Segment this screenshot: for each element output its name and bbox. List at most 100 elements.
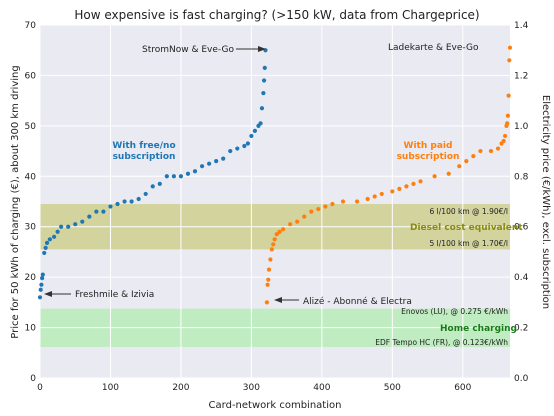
point-s0-17 bbox=[101, 209, 106, 214]
point-s0-26 bbox=[164, 174, 169, 179]
point-s0-14 bbox=[80, 219, 85, 224]
annotation-stromnow: StromNow & Eve-Go bbox=[142, 45, 234, 55]
point-s1-13 bbox=[302, 214, 307, 219]
point-s0-16 bbox=[94, 209, 99, 214]
x-tick-label-0: 0 bbox=[37, 383, 43, 393]
point-s1-31 bbox=[464, 159, 469, 164]
y2-tick-label-7: 1.4 bbox=[514, 21, 529, 31]
y2-tick-label-2: 0.4 bbox=[514, 273, 529, 283]
point-s1-38 bbox=[502, 133, 508, 139]
point-s0-4 bbox=[40, 272, 45, 277]
point-s0-37 bbox=[242, 143, 247, 149]
point-s1-18 bbox=[340, 199, 346, 204]
point-s1-43 bbox=[507, 58, 512, 63]
x-tick-label-4: 400 bbox=[313, 383, 330, 393]
point-s1-0 bbox=[264, 300, 269, 305]
point-s1-17 bbox=[330, 201, 335, 207]
point-s0-30 bbox=[192, 169, 198, 174]
point-s0-15 bbox=[87, 214, 92, 219]
point-s1-5 bbox=[269, 247, 274, 252]
y2-tick-label-1: 0.2 bbox=[514, 324, 528, 334]
diesel-upper-note: 6 l/100 km @ 1.90€/l bbox=[430, 207, 508, 216]
point-s0-13 bbox=[73, 222, 78, 227]
x-axis-label: Card-network combination bbox=[209, 400, 342, 411]
home-band-label: Home charging bbox=[440, 324, 517, 334]
point-s1-33 bbox=[478, 148, 483, 154]
y2-axis-label: Electricity price (€/kWh), excl. subscri… bbox=[540, 95, 551, 309]
home-lower-note: EDF Tempo HC (FR), @ 0.123€/kWh bbox=[375, 338, 508, 347]
point-s0-35 bbox=[228, 148, 233, 154]
point-s1-22 bbox=[379, 191, 384, 197]
point-s0-6 bbox=[43, 245, 48, 250]
point-s1-15 bbox=[316, 206, 321, 212]
point-s0-25 bbox=[157, 181, 162, 186]
point-s1-6 bbox=[271, 242, 276, 247]
point-s1-23 bbox=[390, 189, 395, 194]
y-axis-label: Price for 50 kWh of charging (€), about … bbox=[10, 65, 21, 338]
point-s1-26 bbox=[411, 181, 416, 186]
point-s1-21 bbox=[372, 194, 377, 199]
point-s1-7 bbox=[272, 237, 277, 242]
point-s0-34 bbox=[221, 156, 226, 161]
point-s0-3 bbox=[40, 276, 45, 281]
point-s0-21 bbox=[129, 199, 134, 204]
free-series-label-line1: With free/no bbox=[112, 141, 175, 151]
point-s1-35 bbox=[495, 146, 501, 151]
point-s1-29 bbox=[446, 171, 451, 176]
point-s0-31 bbox=[199, 164, 205, 169]
point-s1-24 bbox=[397, 186, 402, 191]
free-series-label-line2: subscription bbox=[113, 152, 176, 162]
point-s0-0 bbox=[37, 295, 43, 300]
point-s0-12 bbox=[66, 224, 71, 229]
paid-series-label-line1: With paid bbox=[404, 141, 453, 151]
annotation-freshmile: Freshmile & Izivia bbox=[75, 290, 154, 300]
y2-tick-label-4: 0.8 bbox=[514, 172, 529, 182]
grid-layer bbox=[39, 24, 510, 379]
x-tick-label-3: 300 bbox=[243, 383, 260, 393]
y2-tick-label-0: 0.0 bbox=[514, 374, 529, 384]
point-s1-27 bbox=[418, 179, 423, 184]
point-s0-10 bbox=[55, 229, 60, 234]
diesel-lower-note: 5 l/100 km @ 1.70€/l bbox=[430, 239, 508, 248]
point-s0-44 bbox=[261, 90, 266, 96]
point-s0-43 bbox=[259, 106, 265, 111]
point-s1-16 bbox=[323, 204, 328, 209]
point-s0-7 bbox=[44, 240, 50, 245]
point-s1-20 bbox=[365, 196, 370, 202]
point-s0-27 bbox=[171, 174, 176, 179]
point-s0-45 bbox=[261, 78, 267, 83]
point-s1-10 bbox=[281, 227, 286, 232]
point-s0-8 bbox=[47, 237, 52, 242]
point-s1-9 bbox=[277, 229, 282, 234]
x-tick-label-6: 600 bbox=[454, 383, 471, 393]
point-s1-11 bbox=[288, 222, 293, 227]
ticks-layer: 0 100 200 300 400 500 600 0 10 20 30 40 50 60 70 0.0 0.2… bbox=[25, 21, 529, 393]
point-s0-28 bbox=[178, 174, 184, 179]
point-s1-1 bbox=[265, 282, 270, 287]
y-tick-label-1: 10 bbox=[25, 324, 37, 334]
y2-tick-label-6: 1.2 bbox=[514, 71, 528, 81]
point-s0-42 bbox=[258, 121, 263, 126]
point-s0-46 bbox=[262, 65, 267, 70]
point-s0-20 bbox=[122, 199, 127, 204]
y-tick-label-5: 50 bbox=[25, 122, 37, 132]
annotation-stromnow-arrowhead bbox=[258, 46, 266, 52]
point-s0-9 bbox=[51, 234, 57, 239]
point-s0-5 bbox=[42, 250, 47, 256]
y2-tick-label-3: 0.6 bbox=[514, 223, 529, 233]
point-s1-42 bbox=[506, 93, 511, 98]
point-s0-1 bbox=[38, 287, 43, 292]
point-s1-3 bbox=[266, 267, 272, 272]
annotation-freshmile-arrowhead bbox=[44, 291, 52, 297]
point-s0-38 bbox=[245, 141, 250, 146]
annotation-alize: Alizé - Abonné & Electra bbox=[303, 296, 412, 307]
point-s0-39 bbox=[249, 133, 254, 139]
points-layer bbox=[37, 45, 513, 305]
y-tick-label-0: 0 bbox=[30, 374, 36, 384]
point-s0-19 bbox=[115, 201, 120, 207]
point-s1-12 bbox=[295, 219, 300, 224]
point-s0-18 bbox=[108, 204, 113, 209]
point-s0-40 bbox=[252, 128, 258, 133]
y-tick-label-3: 30 bbox=[25, 223, 37, 233]
